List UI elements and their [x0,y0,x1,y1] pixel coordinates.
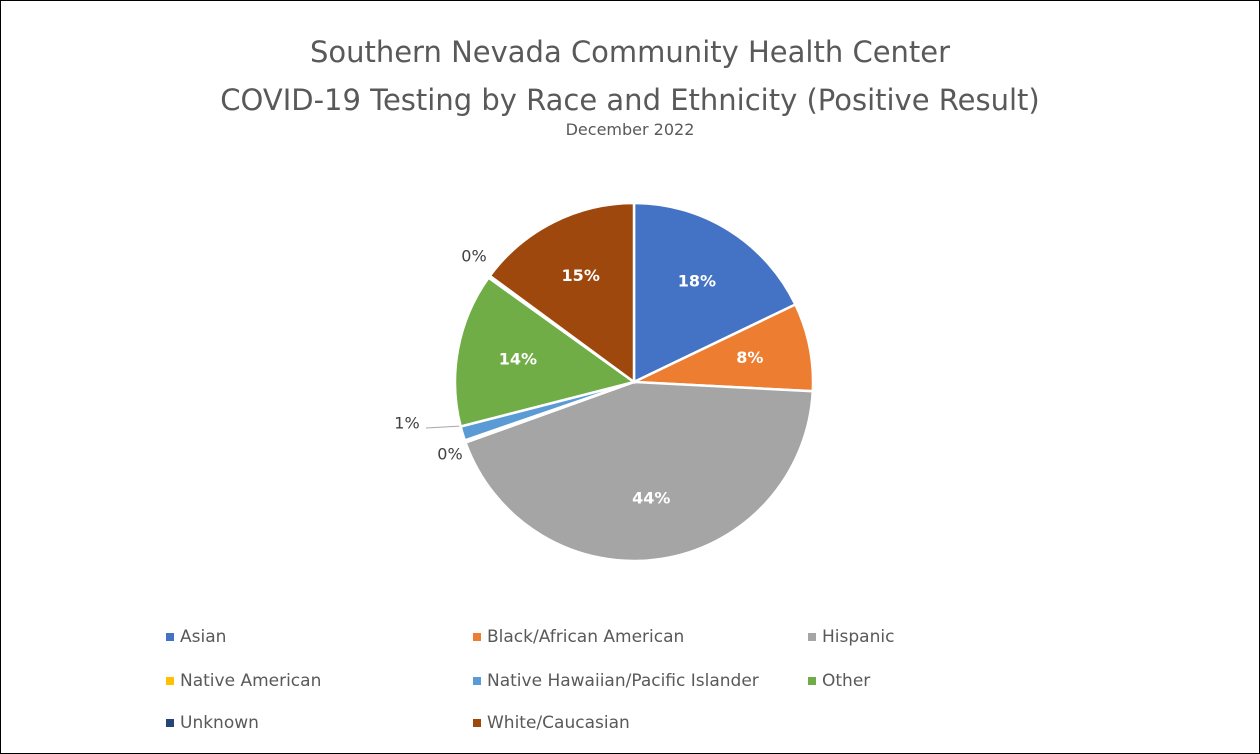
legend-label-asian: Asian [180,627,227,647]
legend-swatch-black-african-american [473,633,481,641]
legend-item-native-american: Native American [166,671,321,691]
chart-subtitle: December 2022 [565,120,695,139]
data-label-hispanic: 44% [632,488,670,507]
legend-swatch-white-caucasian [473,719,481,727]
pie-slice-white-caucasian [488,201,636,385]
legend-label-other: Other [822,671,871,691]
legend-swatch-hispanic [808,633,816,641]
legend-item-native-hawaiian-pacific-islander: Native Hawaiian/Pacific Islander [473,671,759,691]
data-label-other: 14% [499,350,537,369]
legend-item-white-caucasian: White/Caucasian [473,713,630,733]
legend-item-asian: Asian [166,627,226,647]
legend-label-hispanic: Hispanic [822,627,895,647]
legend-swatch-other [808,677,816,685]
data-label-black-african-american: 8% [736,348,763,367]
pie-slice-asian [632,201,798,384]
legend-label-white-caucasian: White/Caucasian [487,713,630,733]
legend-swatch-unknown [166,719,174,727]
legend-label-native-hawaiian-pacific-islander: Native Hawaiian/Pacific Islander [487,671,759,691]
legend-item-unknown: Unknown [166,713,259,733]
legend-label-unknown: Unknown [180,713,259,733]
leader-line-native-hawaiian-pacific-islander [425,425,463,429]
legend-label-native-american: Native American [180,671,322,691]
pie-slice-hispanic [463,380,815,563]
legend-item-hispanic: Hispanic [808,627,894,647]
data-label-native-hawaiian-pacific-islander: 1% [394,414,419,433]
legend-label-black-african-american: Black/African American [487,627,685,647]
legend-swatch-asian [166,633,174,641]
chart-title-line2: COVID-19 Testing by Race and Ethnicity (… [220,83,1040,117]
data-label-native-american: 0% [437,445,462,464]
data-label-white-caucasian: 15% [562,266,600,285]
legend-item-other: Other [808,671,870,691]
legend-swatch-native-hawaiian-pacific-islander [473,677,481,685]
legend-item-black-african-american: Black/African American [473,627,684,647]
legend-swatch-native-american [166,677,174,685]
chart-title: Southern Nevada Community Health Center [309,35,951,69]
pie-slice-other [453,275,637,429]
data-label-asian: 18% [678,272,716,291]
pie-slice-black-african-american [633,302,815,393]
data-label-unknown: 0% [461,247,486,266]
